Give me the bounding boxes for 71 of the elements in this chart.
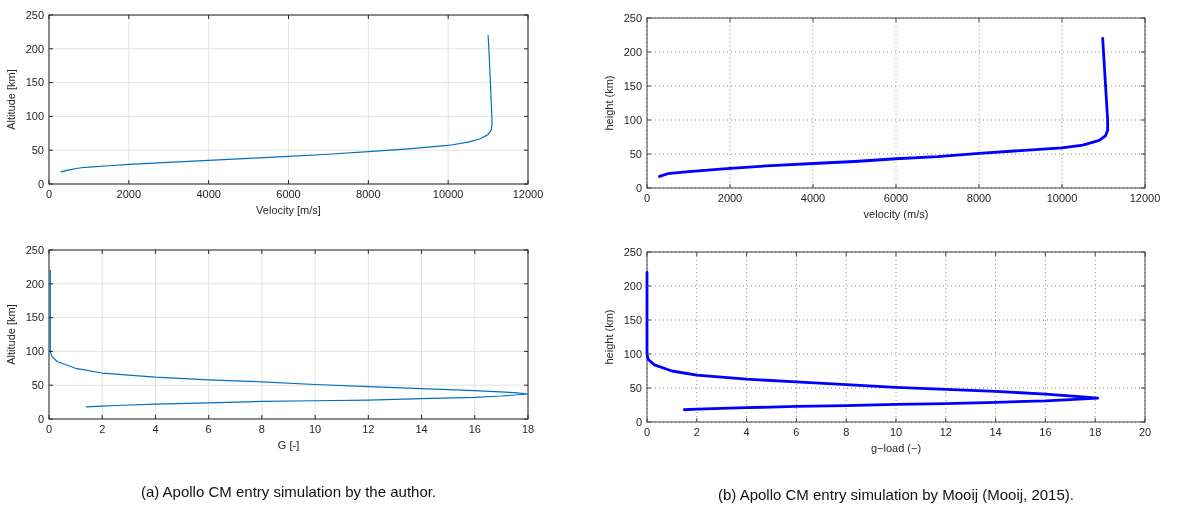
y-tick-label: 100 [25, 345, 44, 358]
y-tick-label: 100 [623, 347, 642, 360]
x-axis-title: velocity (m/s) [863, 208, 929, 220]
x-tick-label: 18 [1089, 426, 1102, 438]
x-tick-label: 14 [989, 426, 1002, 438]
y-tick-label: 150 [623, 313, 642, 326]
y-tick-label: 100 [25, 110, 44, 123]
x-tick-label: 10 [889, 426, 903, 438]
x-tick-label: 12000 [512, 188, 544, 200]
x-tick-label: 4 [152, 423, 159, 435]
x-tick-label: 8000 [356, 188, 381, 200]
x-tick-label: 6000 [883, 192, 909, 204]
x-tick-label: 2000 [116, 188, 142, 200]
x-tick-label: 4000 [196, 188, 221, 200]
x-tick-label: 14 [415, 423, 428, 435]
y-tick-label: 50 [629, 381, 642, 394]
x-tick-label: 2 [99, 423, 106, 435]
x-axis-title: G [-] [277, 439, 300, 451]
x-tick-label: 8 [258, 423, 265, 435]
x-tick-label: 0 [643, 426, 651, 438]
x-tick-label: 4 [743, 426, 750, 438]
y-tick-label: 250 [25, 243, 44, 256]
text: (a) Apollo CM entry simulation by the author. [140, 483, 437, 500]
y-axis-title: Altitude [km] [5, 69, 17, 130]
x-tick-label: 16 [1039, 426, 1052, 438]
x-tick-label: 20 [1138, 426, 1152, 438]
x-tick-label: 6000 [276, 188, 301, 200]
line-series [60, 34, 493, 173]
y-axis-title: height (km) [603, 75, 615, 131]
line-series [658, 37, 1110, 178]
y-tick-label: 200 [623, 279, 642, 292]
x-tick-label: 12000 [1129, 192, 1161, 204]
x-tick-label: 6 [205, 423, 212, 435]
y-tick-label: 0 [37, 177, 44, 190]
y-tick-label: 200 [25, 277, 44, 290]
y-tick-label: 250 [623, 11, 642, 24]
x-axis-title: g−load (−) [870, 442, 922, 454]
y-tick-label: 150 [623, 79, 642, 92]
y-tick-label: 50 [31, 379, 44, 392]
x-tick-label: 2000 [717, 192, 743, 204]
x-tick-label: 0 [643, 192, 651, 204]
y-tick-label: 150 [25, 311, 44, 324]
x-tick-label: 4000 [800, 192, 826, 204]
x-tick-label: 10000 [1046, 192, 1078, 204]
x-tick-label: 12 [362, 423, 375, 435]
x-tick-label: 16 [468, 423, 481, 435]
x-tick-label: 2 [693, 426, 700, 438]
line-series [49, 269, 529, 408]
x-tick-label: 10 [308, 423, 322, 435]
y-tick-label: 100 [623, 113, 642, 126]
x-tick-label: 10000 [432, 188, 464, 200]
y-tick-label: 250 [623, 245, 642, 258]
x-tick-label: 12 [939, 426, 952, 438]
line-series [645, 271, 1100, 412]
y-tick-label: 150 [25, 76, 44, 89]
text: (b) Apollo CM entry simulation by Mooij (Mooij, 2015). [718, 486, 1074, 503]
y-axis-title: height (km) [603, 309, 615, 365]
y-tick-label: 50 [31, 144, 44, 157]
y-tick-label: 250 [25, 8, 44, 21]
x-tick-label: 0 [45, 188, 53, 200]
y-tick-label: 0 [37, 412, 44, 425]
x-tick-label: 18 [521, 423, 535, 435]
x-tick-label: 6 [793, 426, 800, 438]
y-axis-title: Altitude [km] [5, 304, 17, 365]
x-tick-label: 0 [45, 423, 53, 435]
x-tick-label: 8 [843, 426, 850, 438]
x-axis-title: Velocity [m/s] [256, 204, 321, 216]
x-tick-label: 8000 [966, 192, 992, 204]
y-tick-label: 200 [25, 42, 44, 55]
y-tick-label: 200 [623, 45, 642, 58]
y-tick-label: 50 [629, 147, 642, 160]
